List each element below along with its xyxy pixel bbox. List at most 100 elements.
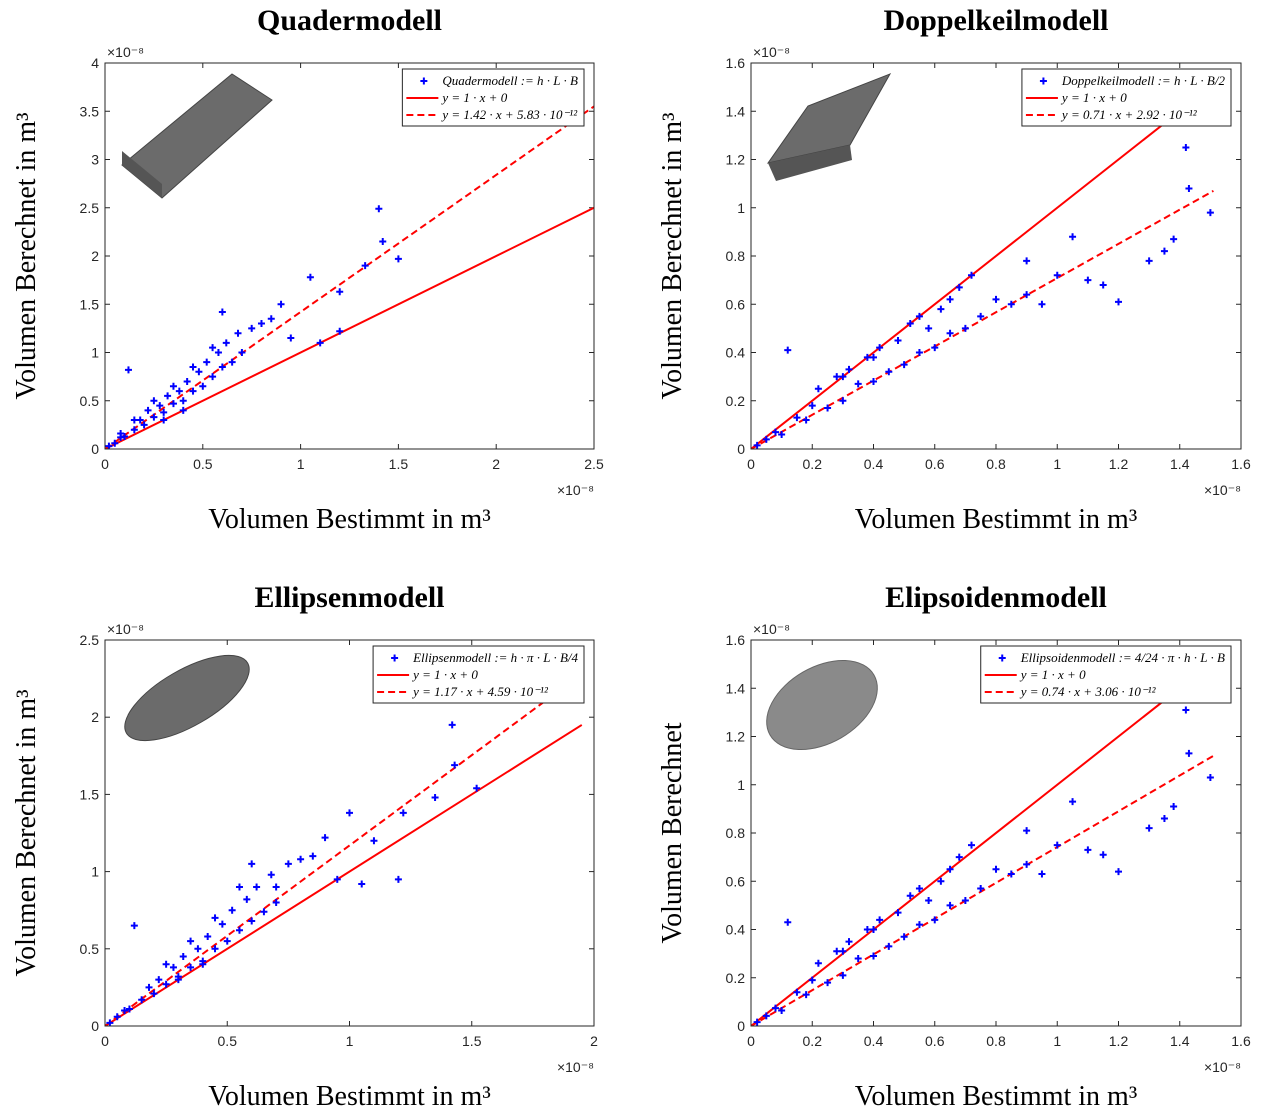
x-tick-label: 0.2 bbox=[803, 456, 823, 472]
plot-area bbox=[105, 105, 594, 449]
scatter-point bbox=[218, 308, 226, 316]
scatter-point bbox=[346, 809, 353, 817]
scatter-point bbox=[155, 976, 163, 984]
scatter-point bbox=[370, 837, 378, 845]
y-tick-label: 1 bbox=[91, 864, 99, 880]
shape-icon bbox=[766, 659, 878, 751]
y-tick-label: 0.2 bbox=[726, 970, 746, 986]
scatter-point bbox=[431, 793, 439, 801]
y-tick-label: 0.6 bbox=[726, 873, 746, 889]
scatter-point bbox=[169, 963, 177, 971]
x-tick-label: 1 bbox=[1053, 456, 1061, 472]
scatter-point bbox=[833, 373, 841, 381]
legend-label: y = 1.17 · x + 4.59 · 10⁻¹² bbox=[411, 684, 549, 699]
scatter-point bbox=[124, 366, 132, 374]
scatter-point bbox=[900, 933, 908, 941]
scatter-point bbox=[106, 1019, 114, 1026]
scatter-point bbox=[1023, 860, 1031, 868]
identity-line bbox=[751, 83, 1215, 449]
legend-marker bbox=[420, 77, 428, 85]
scatter-point bbox=[900, 361, 908, 369]
y-exponent: ×10⁻⁸ bbox=[107, 44, 144, 60]
scatter-point bbox=[175, 387, 183, 395]
scatter-point bbox=[309, 852, 317, 860]
scatter-point bbox=[824, 404, 832, 412]
y-tick-label: 0 bbox=[737, 1018, 745, 1034]
scatter-point bbox=[199, 382, 207, 390]
scatter-point bbox=[1145, 257, 1153, 265]
scatter-point bbox=[150, 397, 158, 405]
shape-icon bbox=[121, 73, 273, 199]
icon-shape bbox=[768, 145, 852, 181]
scatter-point bbox=[169, 400, 177, 408]
legend-label: y = 1 · x + 0 bbox=[1019, 667, 1086, 682]
scatter-point bbox=[187, 963, 195, 971]
scatter-point bbox=[179, 397, 187, 405]
scatter-point bbox=[894, 336, 902, 344]
y-exponent: ×10⁻⁸ bbox=[753, 44, 790, 60]
scatter-point bbox=[814, 385, 822, 393]
scatter-point bbox=[1023, 257, 1031, 265]
x-tick-label: 1.6 bbox=[1231, 1033, 1251, 1049]
scatter-point bbox=[1069, 233, 1077, 241]
scatter-point bbox=[793, 988, 801, 996]
y-tick-label: 1 bbox=[91, 345, 99, 361]
scatter-point bbox=[946, 901, 954, 909]
x-tick-label: 0.6 bbox=[925, 456, 945, 472]
scatter-point bbox=[808, 402, 816, 410]
shape-icon bbox=[766, 73, 892, 181]
plot-area bbox=[751, 83, 1215, 449]
x-tick-label: 1.4 bbox=[1170, 1033, 1190, 1049]
scatter-point bbox=[1185, 184, 1193, 192]
scatter-point bbox=[885, 368, 893, 376]
scatter-point bbox=[235, 883, 243, 891]
y-exponent: ×10⁻⁸ bbox=[107, 621, 144, 637]
scatter-point bbox=[845, 365, 853, 373]
legend-label: Doppelkeilmodell := h · L · B/2 bbox=[1061, 73, 1226, 88]
x-axis-label: Volumen Bestimmt in m³ bbox=[208, 1081, 490, 1112]
x-tick-label: 0.8 bbox=[986, 1033, 1006, 1049]
x-tick-label: 0.6 bbox=[925, 1033, 945, 1049]
scatter-point bbox=[753, 441, 761, 449]
scatter-point bbox=[1038, 870, 1046, 878]
scatter-point bbox=[218, 363, 226, 371]
y-tick-label: 1.2 bbox=[726, 729, 746, 745]
scatter-point bbox=[1069, 798, 1077, 806]
scatter-point bbox=[915, 312, 923, 320]
scatter-point bbox=[336, 288, 344, 296]
chart-title: Doppelkeilmodell bbox=[883, 4, 1108, 37]
scatter-point bbox=[238, 349, 246, 356]
scatter-point bbox=[1145, 824, 1153, 832]
scatter-point bbox=[833, 947, 841, 955]
scatter-point bbox=[211, 914, 219, 922]
scatter-point bbox=[1170, 235, 1178, 243]
plot-area bbox=[105, 673, 583, 1026]
scatter-point bbox=[260, 908, 268, 916]
x-tick-label: 0.5 bbox=[193, 456, 213, 472]
scatter-point bbox=[174, 976, 182, 984]
scatter-point bbox=[272, 898, 280, 906]
scatter-point bbox=[297, 855, 305, 863]
legend: Ellipsoidenmodell := 4/24 · π · h · L · … bbox=[980, 645, 1232, 704]
x-axis-label: Volumen Bestimmt in m³ bbox=[855, 504, 1137, 535]
scatter-point bbox=[375, 205, 383, 213]
x-tick-label: 1.2 bbox=[1109, 1033, 1129, 1049]
scatter-point bbox=[117, 430, 125, 438]
scatter-point bbox=[253, 883, 261, 891]
scatter-point bbox=[961, 897, 969, 905]
scatter-point bbox=[1206, 774, 1214, 782]
x-exponent: ×10⁻⁸ bbox=[557, 1059, 594, 1075]
subplot: Elipsoidenmodell Volumen Bestimmt in m³ Vo… bbox=[657, 581, 1251, 1112]
scatter-point bbox=[169, 382, 177, 390]
y-tick-label: 1.6 bbox=[726, 55, 746, 71]
scatter-point bbox=[333, 875, 341, 883]
x-tick-label: 2 bbox=[492, 456, 500, 472]
scatter-point bbox=[808, 976, 816, 984]
y-tick-label: 0.8 bbox=[726, 825, 746, 841]
x-axis-label: Volumen Bestimmt in m³ bbox=[208, 504, 490, 535]
y-tick-label: 0 bbox=[91, 1018, 99, 1034]
scatter-point bbox=[394, 255, 402, 263]
scatter-point bbox=[248, 324, 256, 332]
plot-area bbox=[751, 660, 1215, 1026]
chart-title: Quadermodell bbox=[257, 4, 442, 37]
